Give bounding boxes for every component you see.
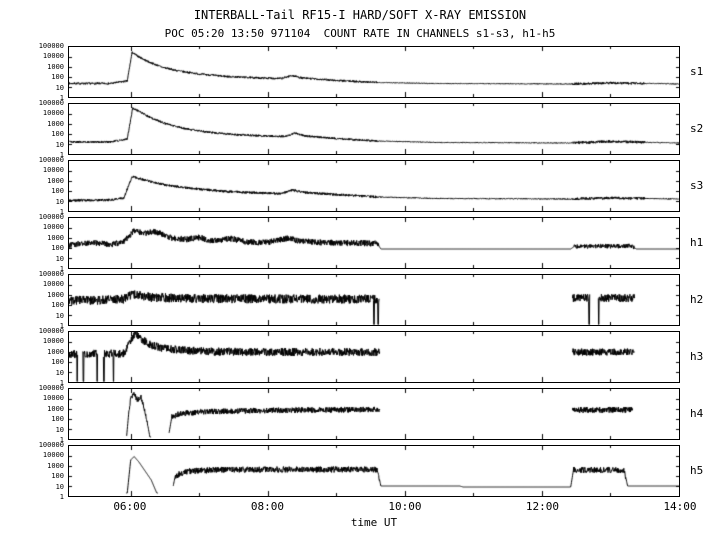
y-tick-label-h5-10: 10	[55, 482, 64, 491]
y-tick-label-h1-1: 1	[59, 265, 64, 273]
y-tick-label-s2-100: 100	[51, 130, 64, 139]
trace-canvas-h2	[69, 275, 679, 325]
y-tick-label-s1-10: 10	[55, 83, 64, 92]
trace-canvas-h4	[69, 389, 679, 439]
y-tick-label-s3-10000: 10000	[42, 166, 64, 175]
channel-label-h3: h3	[690, 350, 704, 363]
y-tick-label-s1-100: 100	[51, 73, 64, 82]
y-tick-label-h3-10: 10	[55, 368, 64, 377]
chart-subtitle: POC 05:20 13:50 971104 COUNT RATE IN CHA…	[164, 27, 556, 40]
y-tick-label-h2-10: 10	[55, 311, 64, 320]
y-tick-label-s2-10: 10	[55, 140, 64, 149]
y-tick-label-h2-10000: 10000	[42, 280, 64, 289]
chart-title: INTERBALL-Tail RF15-I HARD/SOFT X-RAY EM…	[193, 8, 527, 22]
y-tick-label-s2-100000: 100000	[38, 99, 64, 107]
channel-label-h4: h4	[690, 407, 704, 420]
x-tick-label-08:00: 08:00	[250, 500, 284, 513]
trace-canvas-h3	[69, 332, 679, 382]
trace-canvas-h5	[69, 446, 679, 496]
channel-label-s1: s1	[690, 65, 704, 78]
y-tick-label-h1-100: 100	[51, 244, 64, 253]
y-tick-label-s3-1: 1	[59, 208, 64, 216]
y-tick-label-h2-100: 100	[51, 301, 64, 310]
panel-s2	[68, 103, 680, 155]
y-tick-label-h3-100000: 100000	[38, 327, 64, 335]
y-tick-label-h4-100: 100	[51, 415, 64, 424]
trace-canvas-s2	[69, 104, 679, 154]
trace-canvas-s1	[69, 47, 679, 97]
y-tick-label-h3-1: 1	[59, 379, 64, 387]
y-tick-label-s1-1000: 1000	[47, 62, 64, 71]
panel-h1	[68, 217, 680, 269]
y-tick-label-h2-1000: 1000	[47, 290, 64, 299]
y-tick-label-h4-100000: 100000	[38, 384, 64, 392]
y-tick-label-h1-10000: 10000	[42, 223, 64, 232]
y-tick-label-h5-100: 100	[51, 472, 64, 481]
panel-h2	[68, 274, 680, 326]
y-tick-label-h5-1000: 1000	[47, 461, 64, 470]
panel-h4	[68, 388, 680, 440]
y-tick-label-h4-10000: 10000	[42, 394, 64, 403]
y-tick-label-h4-1: 1	[59, 436, 64, 444]
y-tick-label-s2-1: 1	[59, 151, 64, 159]
y-tick-label-h4-1000: 1000	[47, 404, 64, 413]
panel-h5	[68, 445, 680, 497]
trace-canvas-s3	[69, 161, 679, 211]
channel-label-s2: s2	[690, 122, 704, 135]
y-tick-label-s3-10: 10	[55, 197, 64, 206]
y-tick-label-h5-1: 1	[59, 493, 64, 501]
y-tick-label-s1-1: 1	[59, 94, 64, 102]
panel-h3	[68, 331, 680, 383]
panel-s1	[68, 46, 680, 98]
y-tick-label-h3-1000: 1000	[47, 347, 64, 356]
y-tick-label-h3-100: 100	[51, 358, 64, 367]
y-tick-label-h1-10: 10	[55, 254, 64, 263]
y-tick-label-s1-10000: 10000	[42, 52, 64, 61]
y-tick-label-h5-100000: 100000	[38, 441, 64, 449]
panel-s3	[68, 160, 680, 212]
x-axis-title: time UT	[350, 516, 398, 529]
channel-label-s3: s3	[690, 179, 704, 192]
y-tick-label-h1-1000: 1000	[47, 233, 64, 242]
x-tick-label-10:00: 10:00	[388, 500, 422, 513]
y-tick-label-s3-1000: 1000	[47, 176, 64, 185]
y-tick-label-s1-100000: 100000	[38, 42, 64, 50]
y-tick-label-h3-10000: 10000	[42, 337, 64, 346]
channel-label-h1: h1	[690, 236, 704, 249]
channel-label-h2: h2	[690, 293, 704, 306]
x-tick-label-14:00: 14:00	[663, 500, 697, 513]
y-tick-label-h4-10: 10	[55, 425, 64, 434]
y-tick-label-s3-100: 100	[51, 187, 64, 196]
y-tick-label-h2-100000: 100000	[38, 270, 64, 278]
y-tick-label-h1-100000: 100000	[38, 213, 64, 221]
y-tick-label-h5-10000: 10000	[42, 451, 64, 460]
y-tick-label-s2-10000: 10000	[42, 109, 64, 118]
trace-canvas-h1	[69, 218, 679, 268]
y-tick-label-h2-1: 1	[59, 322, 64, 330]
y-tick-label-s3-100000: 100000	[38, 156, 64, 164]
y-tick-label-s2-1000: 1000	[47, 119, 64, 128]
channel-label-h5: h5	[690, 464, 704, 477]
x-tick-label-12:00: 12:00	[525, 500, 560, 513]
x-tick-label-06:00: 06:00	[113, 500, 147, 513]
